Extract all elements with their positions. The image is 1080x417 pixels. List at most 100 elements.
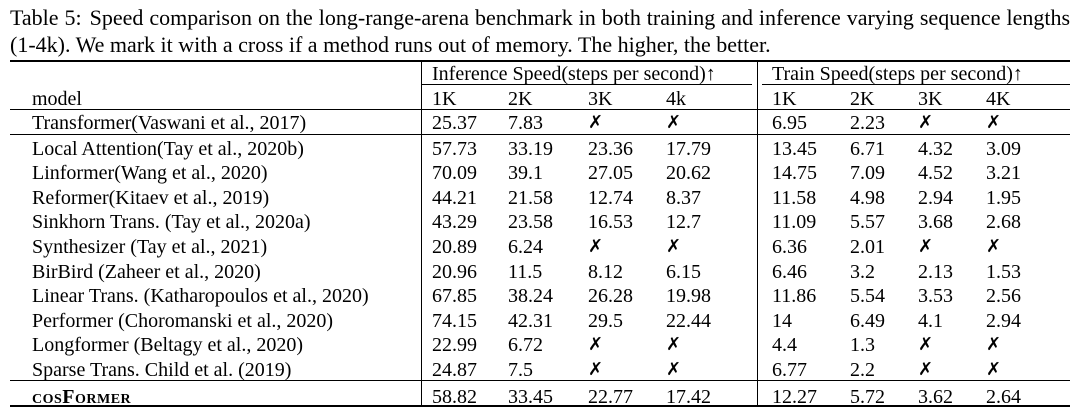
- inference-speed-cell: 43.29: [432, 211, 477, 234]
- train-speed-cell: 6.46: [772, 260, 807, 283]
- inference-speed-cell: 17.79: [666, 137, 711, 160]
- inference-speed-cell: 20.62: [666, 162, 711, 185]
- caption-label: Table 5:: [10, 5, 82, 30]
- train-speed-cell: 6.95: [772, 112, 807, 134]
- caption-text: Speed comparison on the long-range-arena…: [10, 5, 1071, 57]
- model-name-cell: Sparse Trans. Child et al. (2019): [32, 359, 292, 381]
- inference-speed-cell: ✗: [588, 112, 604, 133]
- model-name-cell: Transformer(Vaswani et al., 2017): [32, 112, 307, 134]
- train-speed-cell: 1.95: [986, 186, 1021, 209]
- train-speed-cell: 6.71: [850, 137, 885, 160]
- inference-speed-cell: 25.37: [432, 112, 477, 134]
- inference-speed-cell: 22.99: [432, 334, 477, 357]
- train-speed-cell: 4.52: [918, 162, 953, 185]
- inference-speed-cell: 29.5: [588, 309, 623, 332]
- model-name-cell: Reformer(Kitaev et al., 2019): [32, 186, 270, 209]
- train-speed-cell: 12.27: [772, 385, 817, 408]
- inference-speed-cell: ✗: [588, 236, 604, 257]
- train-speed-cell: 3.2: [850, 260, 875, 283]
- inference-speed-cell: 8.12: [588, 260, 623, 283]
- inference-speed-cell: 24.87: [432, 359, 477, 381]
- inference-speed-cell: 6.15: [666, 260, 701, 283]
- train-speed-cell: 11.58: [772, 186, 817, 209]
- train-speed-cell: 6.36: [772, 236, 807, 258]
- column-divider-model: [421, 60, 422, 405]
- inference-speed-cell: 44.21: [432, 186, 477, 209]
- inference-speed-cell: 38.24: [508, 285, 553, 308]
- train-speed-cell: 3.09: [986, 137, 1021, 160]
- train-speed-cell: 2.94: [918, 186, 953, 209]
- train-speed-cell: 6.77: [772, 359, 807, 381]
- train-speed-cell: 3.68: [918, 211, 953, 234]
- train-speed-header: Train Speed(steps per second)↑: [772, 63, 1023, 85]
- train-speed-cell: 2.94: [986, 309, 1021, 332]
- train-speed-cell: 14.75: [772, 162, 817, 185]
- baseline-rule: [10, 134, 1070, 135]
- cosformer-rule: [10, 380, 1070, 381]
- inference-length-header: 1K: [432, 88, 457, 110]
- inference-speed-cell: 33.19: [508, 137, 553, 160]
- train-speed-cell: 3.53: [918, 285, 953, 308]
- inference-speed-cell: 42.31: [508, 309, 553, 332]
- train-speed-cell: 13.45: [772, 137, 817, 160]
- train-speed-cell: 5.54: [850, 285, 885, 308]
- inference-speed-cell: 19.98: [666, 285, 711, 308]
- column-divider-train: [757, 60, 758, 405]
- train-speed-cell: 4.98: [850, 186, 885, 209]
- inference-speed-cell: 20.96: [432, 260, 477, 283]
- inference-speed-cell: 8.37: [666, 186, 701, 209]
- train-speed-cell: 1.53: [986, 260, 1021, 283]
- train-speed-cell: 11.86: [772, 285, 817, 308]
- inference-speed-cell: 57.73: [432, 137, 477, 160]
- inference-group-rule: [421, 84, 752, 85]
- inference-speed-cell: ✗: [666, 112, 682, 133]
- inference-speed-cell: 12.74: [588, 186, 633, 209]
- top-rule: [10, 60, 1070, 62]
- inference-speed-cell: 6.24: [508, 236, 543, 258]
- train-speed-cell: 14: [772, 309, 792, 332]
- train-length-header: 4K: [986, 88, 1011, 110]
- inference-speed-cell: 39.1: [508, 162, 543, 185]
- inference-speed-cell: 17.42: [666, 385, 711, 408]
- train-speed-cell: 2.01: [850, 236, 885, 258]
- inference-speed-cell: 23.36: [588, 137, 633, 160]
- bottom-rule: [10, 405, 1070, 407]
- model-name-cell: Longformer (Beltagy et al., 2020): [32, 334, 304, 357]
- train-speed-cell: 3.62: [918, 385, 953, 408]
- train-speed-cell: 5.57: [850, 211, 885, 234]
- inference-length-header: 4k: [666, 88, 686, 110]
- train-speed-cell: ✗: [918, 236, 934, 257]
- train-speed-cell: ✗: [986, 359, 1002, 380]
- train-speed-cell: 7.09: [850, 162, 885, 185]
- inference-speed-cell: ✗: [666, 359, 682, 380]
- inference-speed-header: Inference Speed(steps per second)↑: [432, 63, 716, 85]
- model-name-cell: Linformer(Wang et al., 2020): [32, 162, 268, 185]
- train-length-header: 3K: [918, 88, 943, 110]
- train-speed-cell: 2.68: [986, 211, 1021, 234]
- model-name-cell: cosFormer: [32, 385, 132, 408]
- train-speed-cell: ✗: [986, 236, 1002, 257]
- model-name-cell: BirBird (Zaheer et al., 2020): [32, 260, 261, 283]
- inference-speed-cell: 33.45: [508, 385, 553, 408]
- inference-speed-cell: ✗: [588, 359, 604, 380]
- train-speed-cell: ✗: [918, 359, 934, 380]
- model-name-cell: Sinkhorn Trans. (Tay et al., 2020a): [32, 211, 311, 234]
- inference-speed-cell: 23.58: [508, 211, 553, 234]
- inference-speed-cell: ✗: [666, 236, 682, 257]
- model-column-header: model: [32, 88, 82, 110]
- train-length-header: 1K: [772, 88, 797, 110]
- train-speed-cell: 6.49: [850, 309, 885, 332]
- train-speed-cell: 4.1: [918, 309, 943, 332]
- inference-speed-cell: 6.72: [508, 334, 543, 357]
- train-speed-cell: 4.32: [918, 137, 953, 160]
- train-speed-cell: 2.23: [850, 112, 885, 134]
- inference-speed-cell: 11.5: [508, 260, 543, 283]
- inference-speed-cell: ✗: [588, 334, 604, 356]
- inference-speed-cell: 70.09: [432, 162, 477, 185]
- inference-speed-cell: 26.28: [588, 285, 633, 308]
- inference-length-header: 2K: [508, 88, 533, 110]
- model-name-cell: Synthesizer (Tay et al., 2021): [32, 236, 268, 258]
- inference-length-header: 3K: [588, 88, 613, 110]
- train-speed-cell: 5.72: [850, 385, 885, 408]
- train-group-rule: [762, 84, 1070, 85]
